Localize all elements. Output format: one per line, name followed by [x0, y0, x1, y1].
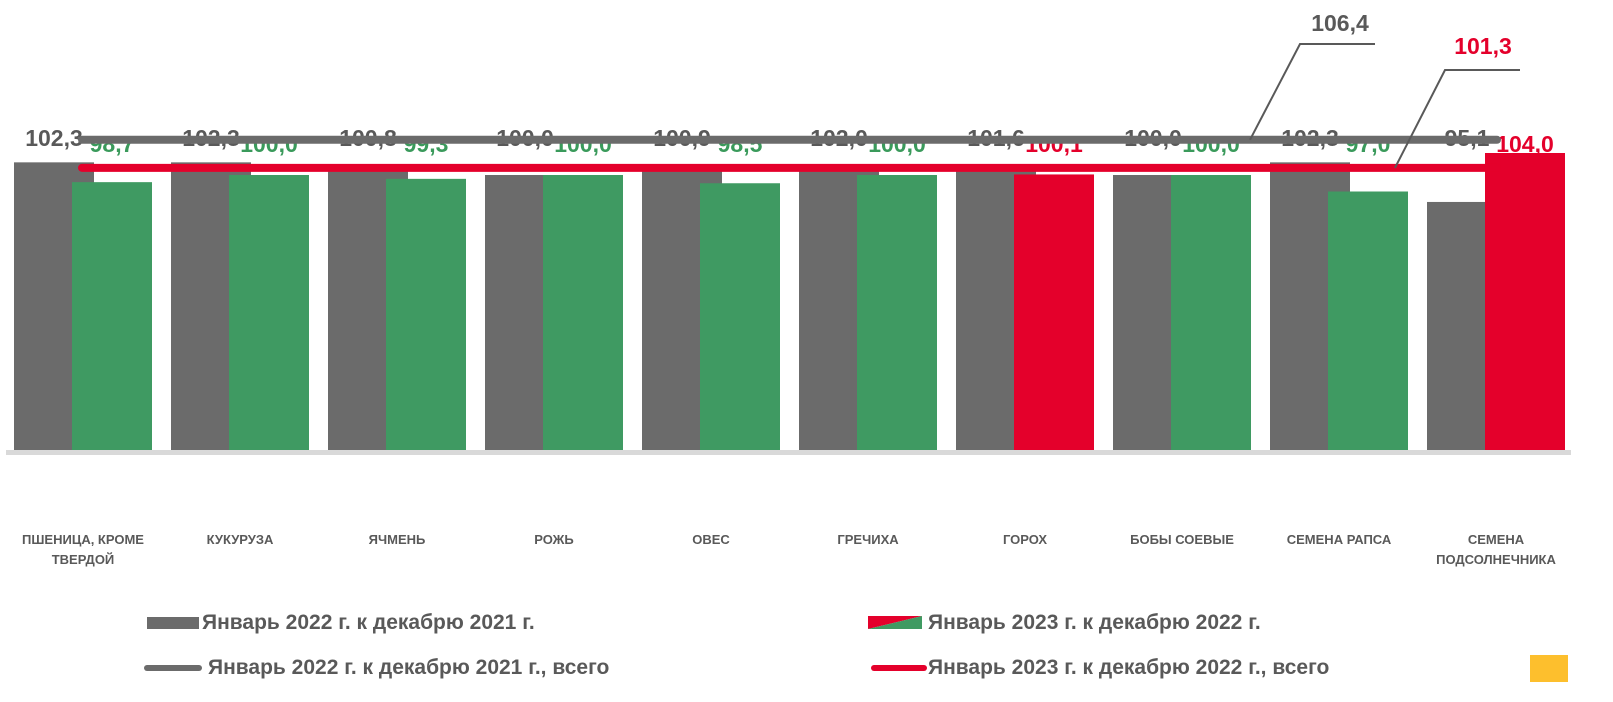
decoration [1530, 655, 1568, 682]
data-label: 100,1 [1025, 131, 1083, 157]
x-tick-label: КУКУРУЗА [206, 532, 274, 547]
bar [229, 175, 309, 450]
bar [857, 175, 937, 450]
legend-label: Январь 2023 г. к декабрю 2022 г., всего [928, 656, 1330, 679]
bar [1328, 191, 1408, 450]
data-label: 98,5 [718, 131, 763, 157]
x-tick-label: ПШЕНИЦА, КРОМЕ ТВЕРДОЙ [22, 532, 144, 567]
x-tick-label: ГРЕЧИХА [837, 532, 899, 547]
legend-label: Январь 2022 г. к декабрю 2021 г., всего [208, 656, 610, 679]
bar [1485, 153, 1565, 450]
x-axis [6, 450, 1571, 455]
x-tick-label: СЕМЕНА РАПСА [1286, 532, 1392, 547]
data-label: 97,0 [1346, 131, 1391, 157]
legend-swatch [147, 617, 199, 629]
x-tick-label: РОЖЬ [534, 532, 574, 547]
x-tick-label: ГОРОХ [1002, 532, 1048, 547]
data-label: 100,0 [1182, 131, 1240, 157]
bar [72, 182, 152, 450]
data-label: 104,0 [1496, 131, 1554, 157]
data-label: 100,0 [868, 131, 926, 157]
data-label: 100,0 [554, 131, 612, 157]
callout [1394, 69, 1520, 169]
data-label: 102,3 [25, 125, 83, 151]
callout [1249, 43, 1375, 141]
x-tick-label: СЕМЕНА ПОДСОЛНЕЧНИКА [1436, 532, 1556, 567]
x-tick-label: ЯЧМЕНЬ [368, 532, 426, 547]
data-label: 98,7 [90, 131, 135, 157]
legend-swatch [868, 616, 922, 629]
bar [386, 178, 466, 450]
total-label: 106,4 [1311, 10, 1369, 36]
data-label: 100,0 [240, 131, 298, 157]
legend-label: Январь 2022 г. к декабрю 2021 г. [202, 611, 535, 634]
total-label: 101,3 [1454, 33, 1512, 59]
x-tick-label: БОБЫ СОЕВЫЕ [1130, 532, 1234, 547]
bar [1171, 175, 1251, 450]
bar [700, 183, 780, 450]
bar [543, 175, 623, 450]
x-tick-label: ОВЕС [692, 532, 730, 547]
data-label: 99,3 [404, 131, 449, 157]
bar [1014, 174, 1094, 450]
legend-label: Январь 2023 г. к декабрю 2022 г. [928, 611, 1261, 634]
